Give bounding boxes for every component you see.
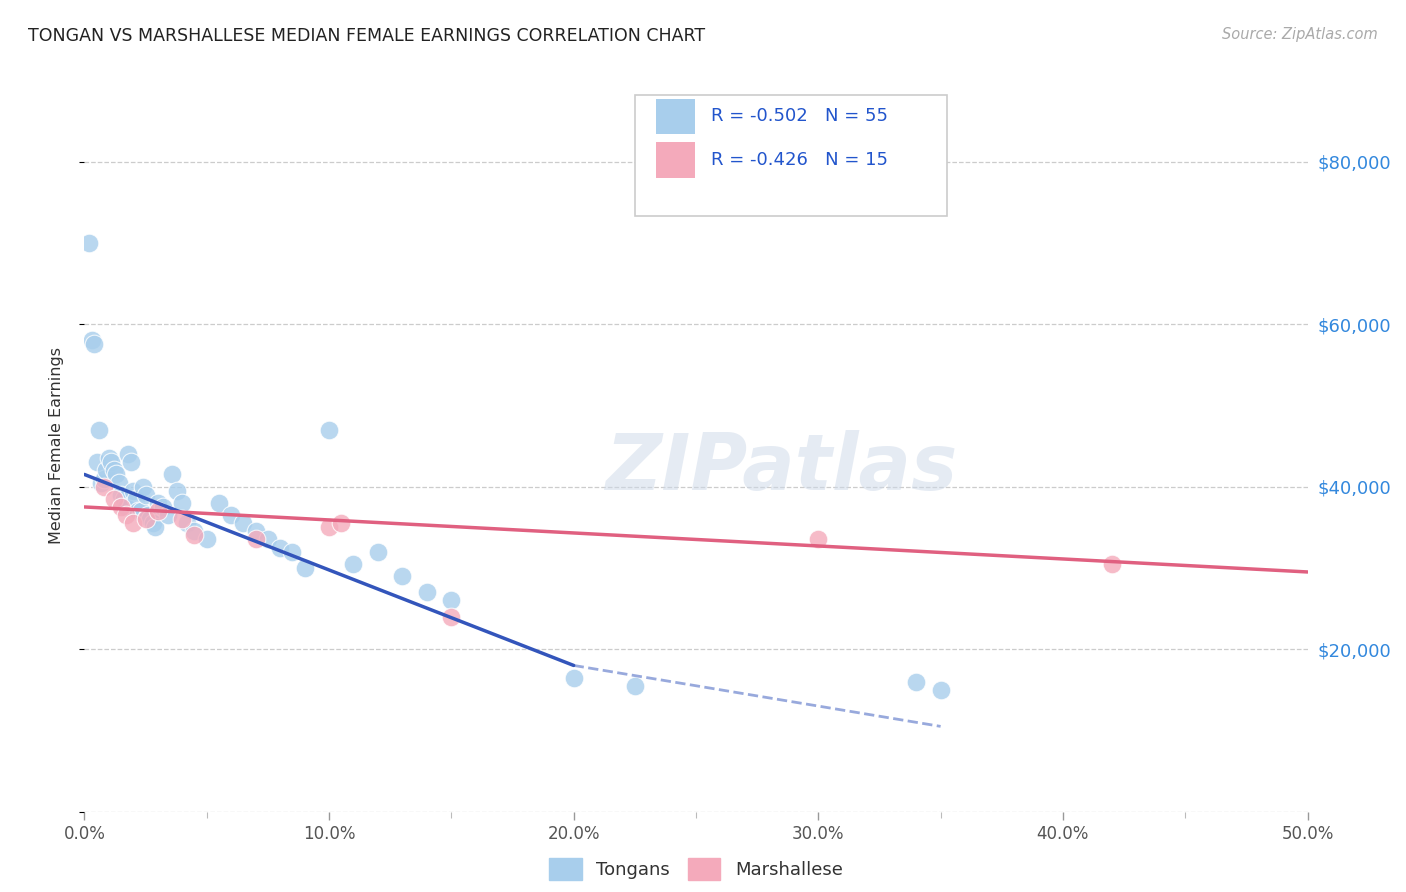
Point — [146, 496, 169, 510]
Point — [97, 451, 120, 466]
Point — [195, 533, 218, 547]
Point — [125, 491, 148, 506]
Point — [115, 508, 138, 522]
Point — [100, 455, 122, 469]
Point — [318, 423, 340, 437]
Point — [143, 520, 166, 534]
Point — [103, 491, 125, 506]
Point — [624, 679, 647, 693]
Text: R = -0.426   N = 15: R = -0.426 N = 15 — [710, 151, 887, 169]
Bar — [655, 99, 695, 134]
Point — [245, 533, 267, 547]
Point — [103, 463, 125, 477]
Text: ZIPatlas: ZIPatlas — [606, 430, 957, 506]
Point — [1101, 557, 1123, 571]
Point — [83, 337, 105, 351]
Point — [156, 508, 179, 522]
Point — [127, 504, 149, 518]
Point — [807, 533, 830, 547]
Point — [208, 496, 231, 510]
Point — [110, 488, 132, 502]
Point — [183, 528, 205, 542]
FancyBboxPatch shape — [636, 95, 946, 216]
Bar — [655, 143, 695, 178]
Point — [93, 480, 115, 494]
Point — [245, 524, 267, 539]
Point — [152, 500, 174, 514]
Point — [122, 483, 145, 498]
Point — [117, 447, 139, 461]
Point — [122, 516, 145, 531]
Point — [135, 488, 157, 502]
Point — [562, 671, 585, 685]
Point — [330, 516, 353, 531]
Point — [391, 569, 413, 583]
Point — [281, 544, 304, 558]
Text: R = -0.502   N = 55: R = -0.502 N = 55 — [710, 107, 887, 125]
Y-axis label: Median Female Earnings: Median Female Earnings — [49, 348, 63, 544]
Point — [257, 533, 280, 547]
Point — [135, 512, 157, 526]
Point — [120, 455, 142, 469]
Point — [172, 512, 194, 526]
Point — [342, 557, 364, 571]
Point — [440, 609, 463, 624]
Point — [294, 561, 316, 575]
Point — [86, 455, 108, 469]
Point — [107, 475, 129, 490]
Point — [219, 508, 242, 522]
Point — [115, 500, 138, 514]
Point — [176, 516, 198, 531]
Point — [96, 463, 118, 477]
Point — [146, 504, 169, 518]
Legend: Tongans, Marshallese: Tongans, Marshallese — [541, 850, 851, 887]
Point — [90, 475, 112, 490]
Text: Source: ZipAtlas.com: Source: ZipAtlas.com — [1222, 27, 1378, 42]
Text: TONGAN VS MARSHALLESE MEDIAN FEMALE EARNINGS CORRELATION CHART: TONGAN VS MARSHALLESE MEDIAN FEMALE EARN… — [28, 27, 706, 45]
Point — [110, 500, 132, 514]
Point — [93, 471, 115, 485]
Point — [136, 508, 159, 522]
Point — [77, 235, 100, 250]
Point — [166, 483, 188, 498]
Point — [132, 480, 155, 494]
Point — [80, 334, 103, 348]
Point — [142, 516, 165, 531]
Point — [87, 423, 110, 437]
Point — [367, 544, 389, 558]
Point — [232, 516, 254, 531]
Point — [905, 674, 928, 689]
Point — [416, 585, 439, 599]
Point — [929, 682, 952, 697]
Point — [318, 520, 340, 534]
Point — [112, 491, 135, 506]
Point — [105, 467, 128, 482]
Point — [162, 467, 184, 482]
Point — [172, 496, 194, 510]
Point — [139, 512, 162, 526]
Point — [183, 524, 205, 539]
Point — [129, 504, 152, 518]
Point — [440, 593, 463, 607]
Point — [269, 541, 291, 555]
